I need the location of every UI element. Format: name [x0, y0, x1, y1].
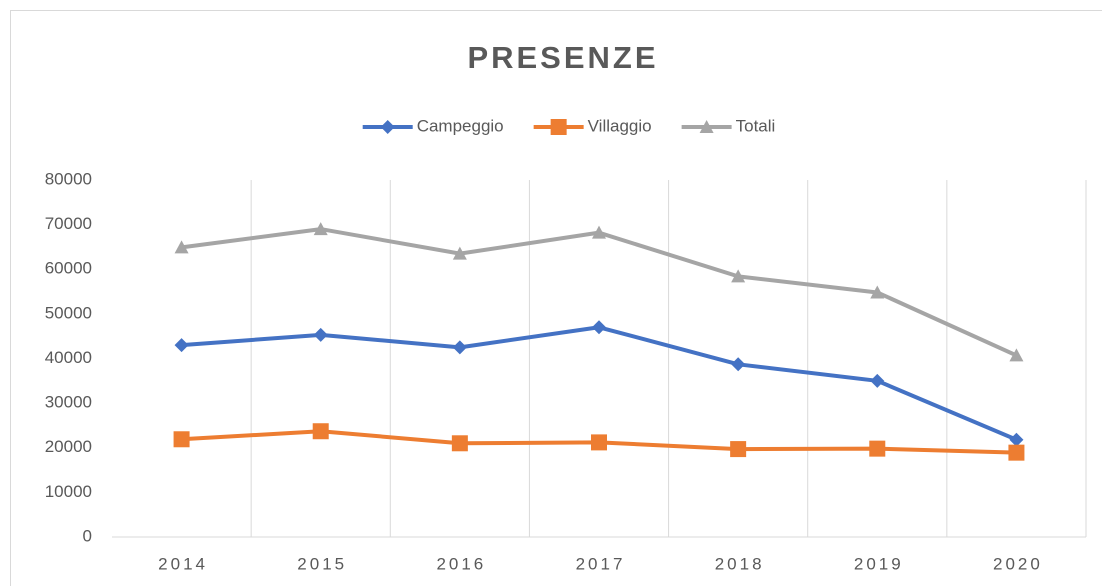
x-tick-label: 2016 [436, 554, 486, 573]
x-tick-label: 2018 [715, 554, 765, 573]
x-tick-label: 2019 [854, 554, 904, 573]
y-tick-label: 0 [83, 526, 92, 545]
marker [174, 338, 189, 353]
marker [380, 120, 395, 134]
y-tick-label: 80000 [45, 169, 92, 188]
marker [870, 285, 885, 299]
y-tick-label: 60000 [45, 259, 92, 278]
marker [550, 119, 567, 135]
marker [1008, 444, 1025, 461]
legend-entry: Totali [681, 116, 776, 135]
marker [870, 373, 885, 388]
legend-label: Totali [736, 116, 776, 135]
y-tick-label: 40000 [45, 348, 92, 367]
marker [592, 225, 606, 239]
x-tick-label: 2017 [576, 554, 626, 573]
legend: Campeggio Villaggio Totali [362, 116, 776, 135]
marker [312, 423, 329, 440]
y-tick-label: 10000 [45, 482, 92, 501]
x-tick-label: 2020 [993, 554, 1043, 573]
marker [452, 246, 467, 260]
y-tick-label: 70000 [45, 214, 92, 233]
x-tick-label: 2015 [297, 554, 347, 573]
chart-title: PRESENZE [467, 40, 658, 75]
marker [451, 435, 468, 452]
marker [174, 240, 189, 254]
marker [730, 441, 747, 458]
marker [869, 440, 886, 457]
marker [731, 357, 746, 372]
marker [699, 120, 714, 133]
marker [592, 320, 606, 335]
y-tick-label: 30000 [45, 393, 92, 412]
marker [173, 431, 190, 448]
legend-entry: Campeggio [362, 116, 504, 135]
marker [731, 269, 746, 283]
legend-entry: Villaggio [533, 116, 652, 135]
marker [452, 340, 467, 355]
x-tick-label: 2014 [158, 554, 208, 573]
marker [313, 222, 328, 236]
legend-label: Villaggio [588, 116, 652, 135]
legend-label: Campeggio [417, 116, 504, 135]
chart-border [10, 10, 1102, 586]
marker [591, 434, 607, 451]
y-tick-label: 50000 [45, 303, 92, 322]
marker [1009, 348, 1024, 362]
marker [313, 327, 328, 342]
marker [1009, 432, 1024, 447]
y-tick-label: 20000 [45, 437, 92, 456]
